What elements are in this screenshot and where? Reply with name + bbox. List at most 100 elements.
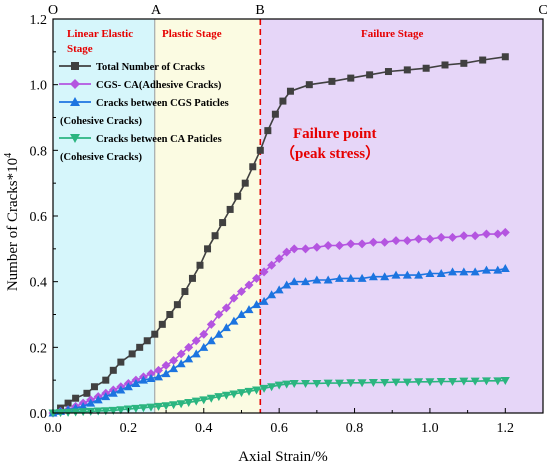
data-point-s0-3: [72, 394, 80, 402]
data-point-s0-8: [117, 358, 125, 366]
stage-name-labels: Linear Elastic Stage Plastic Stage Failu…: [67, 28, 424, 55]
data-point-s0-30: [286, 87, 294, 95]
data-point-s2-42: [402, 270, 412, 279]
data-point-s3-42: [402, 378, 412, 387]
data-point-s0-7: [109, 366, 117, 374]
data-point-s2-10: [123, 382, 133, 391]
data-point-s1-26: [244, 280, 254, 290]
data-point-s0-5: [90, 383, 98, 391]
data-point-s1-39: [368, 237, 378, 247]
data-point-s2-38: [357, 273, 367, 282]
data-point-s2-45: [436, 268, 446, 277]
legend-marker-cgs: [70, 97, 80, 106]
y-tick-label-0: 0.0: [30, 407, 48, 422]
data-point-s1-42: [402, 236, 412, 246]
data-point-s3-14: [154, 402, 164, 411]
data-point-s2-12: [138, 375, 148, 384]
data-point-s3-50: [493, 377, 503, 386]
data-point-s0-37: [422, 64, 430, 72]
data-point-s0-11: [143, 337, 151, 345]
data-point-s3-21: [206, 394, 216, 403]
data-point-s1-45: [436, 232, 446, 242]
stage-point-c: C: [538, 3, 547, 18]
data-point-s0-19: [204, 245, 212, 253]
data-point-s2-23: [221, 323, 231, 332]
data-point-s2-9: [116, 385, 126, 394]
data-point-s2-34: [312, 275, 322, 284]
data-point-s2-33: [301, 277, 311, 286]
legend-marker-ca: [70, 134, 80, 143]
data-point-s2-30: [274, 285, 284, 294]
data-point-s2-51: [500, 264, 510, 273]
data-point-s3-37: [346, 379, 356, 388]
y-axis-title-exponent: 4: [3, 153, 14, 158]
data-point-s3-48: [470, 377, 480, 386]
data-point-s0-28: [271, 110, 279, 118]
data-point-s3-16: [169, 401, 179, 410]
data-point-s2-15: [161, 369, 171, 378]
data-point-s1-21: [206, 319, 216, 329]
data-point-s3-27: [252, 386, 262, 395]
failure-point-label: Failure point: [293, 126, 376, 142]
data-point-s0-33: [347, 74, 355, 82]
x-tick-label-4: 0.8: [346, 421, 364, 436]
data-point-s3-25: [236, 389, 246, 398]
data-point-s1-38: [357, 239, 367, 249]
data-point-s1-37: [346, 239, 356, 249]
data-point-s1-18: [184, 342, 194, 352]
data-point-s2-13: [146, 374, 156, 383]
data-point-s3-44: [425, 378, 435, 387]
data-point-s1-15: [161, 360, 171, 370]
data-point-s3-22: [214, 393, 224, 402]
stage-point-o: O: [48, 3, 58, 18]
data-point-s3-15: [161, 402, 171, 411]
data-point-s3-46: [448, 377, 458, 386]
data-point-s0-23: [234, 192, 242, 200]
data-point-s2-29: [267, 290, 277, 299]
data-point-s3-12: [138, 404, 148, 413]
data-point-s0-20: [211, 232, 219, 240]
axes: 0.0 0.2 0.4 0.6 0.8 1.0 1.2 0.0 0.2 0.4 0.6 0.8 1.0 1…: [30, 13, 544, 436]
stage-region-2: [260, 19, 543, 413]
data-point-s1-31: [282, 247, 292, 257]
legend-label-cgs-line2: (Cohesive Cracks): [60, 116, 142, 127]
data-point-s2-6: [93, 395, 103, 404]
stage-backgrounds: [53, 19, 543, 413]
x-tick-label-3: 0.6: [270, 421, 288, 436]
series-marks: [48, 53, 510, 418]
stage-point-labels: O A B C: [48, 3, 548, 18]
series-0: [49, 53, 509, 417]
data-point-s1-19: [191, 336, 201, 346]
data-point-s2-43: [414, 270, 424, 279]
data-point-s2-32: [289, 277, 299, 286]
y-tick-label-5: 1.0: [30, 79, 48, 94]
y-tick-label-6: 1.2: [30, 13, 48, 28]
data-point-s1-50: [493, 229, 503, 239]
data-point-s2-36: [334, 273, 344, 282]
data-point-s0-32: [328, 77, 336, 85]
data-point-s0-2: [64, 399, 72, 407]
data-point-s3-33: [301, 379, 311, 388]
legend-label-adhesive: CGS- CA(Adhesive Cracks): [96, 80, 222, 91]
data-point-s0-13: [158, 320, 166, 328]
x-tick-label-1: 0.2: [120, 421, 138, 436]
data-point-s3-28: [259, 384, 269, 393]
stage-label-linear-line1: Linear Elastic: [67, 28, 133, 40]
data-point-s2-50: [493, 265, 503, 274]
data-point-s1-36: [334, 241, 344, 251]
data-point-s2-48: [470, 267, 480, 276]
data-point-s3-34: [312, 379, 322, 388]
data-point-s2-24: [229, 316, 239, 325]
data-point-s2-19: [191, 349, 201, 358]
data-point-s2-44: [425, 268, 435, 277]
data-point-s3-49: [481, 377, 491, 386]
data-point-s1-32: [289, 244, 299, 254]
data-point-s3-17: [176, 400, 186, 409]
data-point-s0-24: [241, 179, 249, 187]
series-line-1: [52, 231, 506, 414]
data-point-s0-21: [219, 219, 227, 227]
legend-label-total: Total Number of Cracks: [96, 62, 205, 73]
data-point-s2-40: [380, 272, 390, 281]
